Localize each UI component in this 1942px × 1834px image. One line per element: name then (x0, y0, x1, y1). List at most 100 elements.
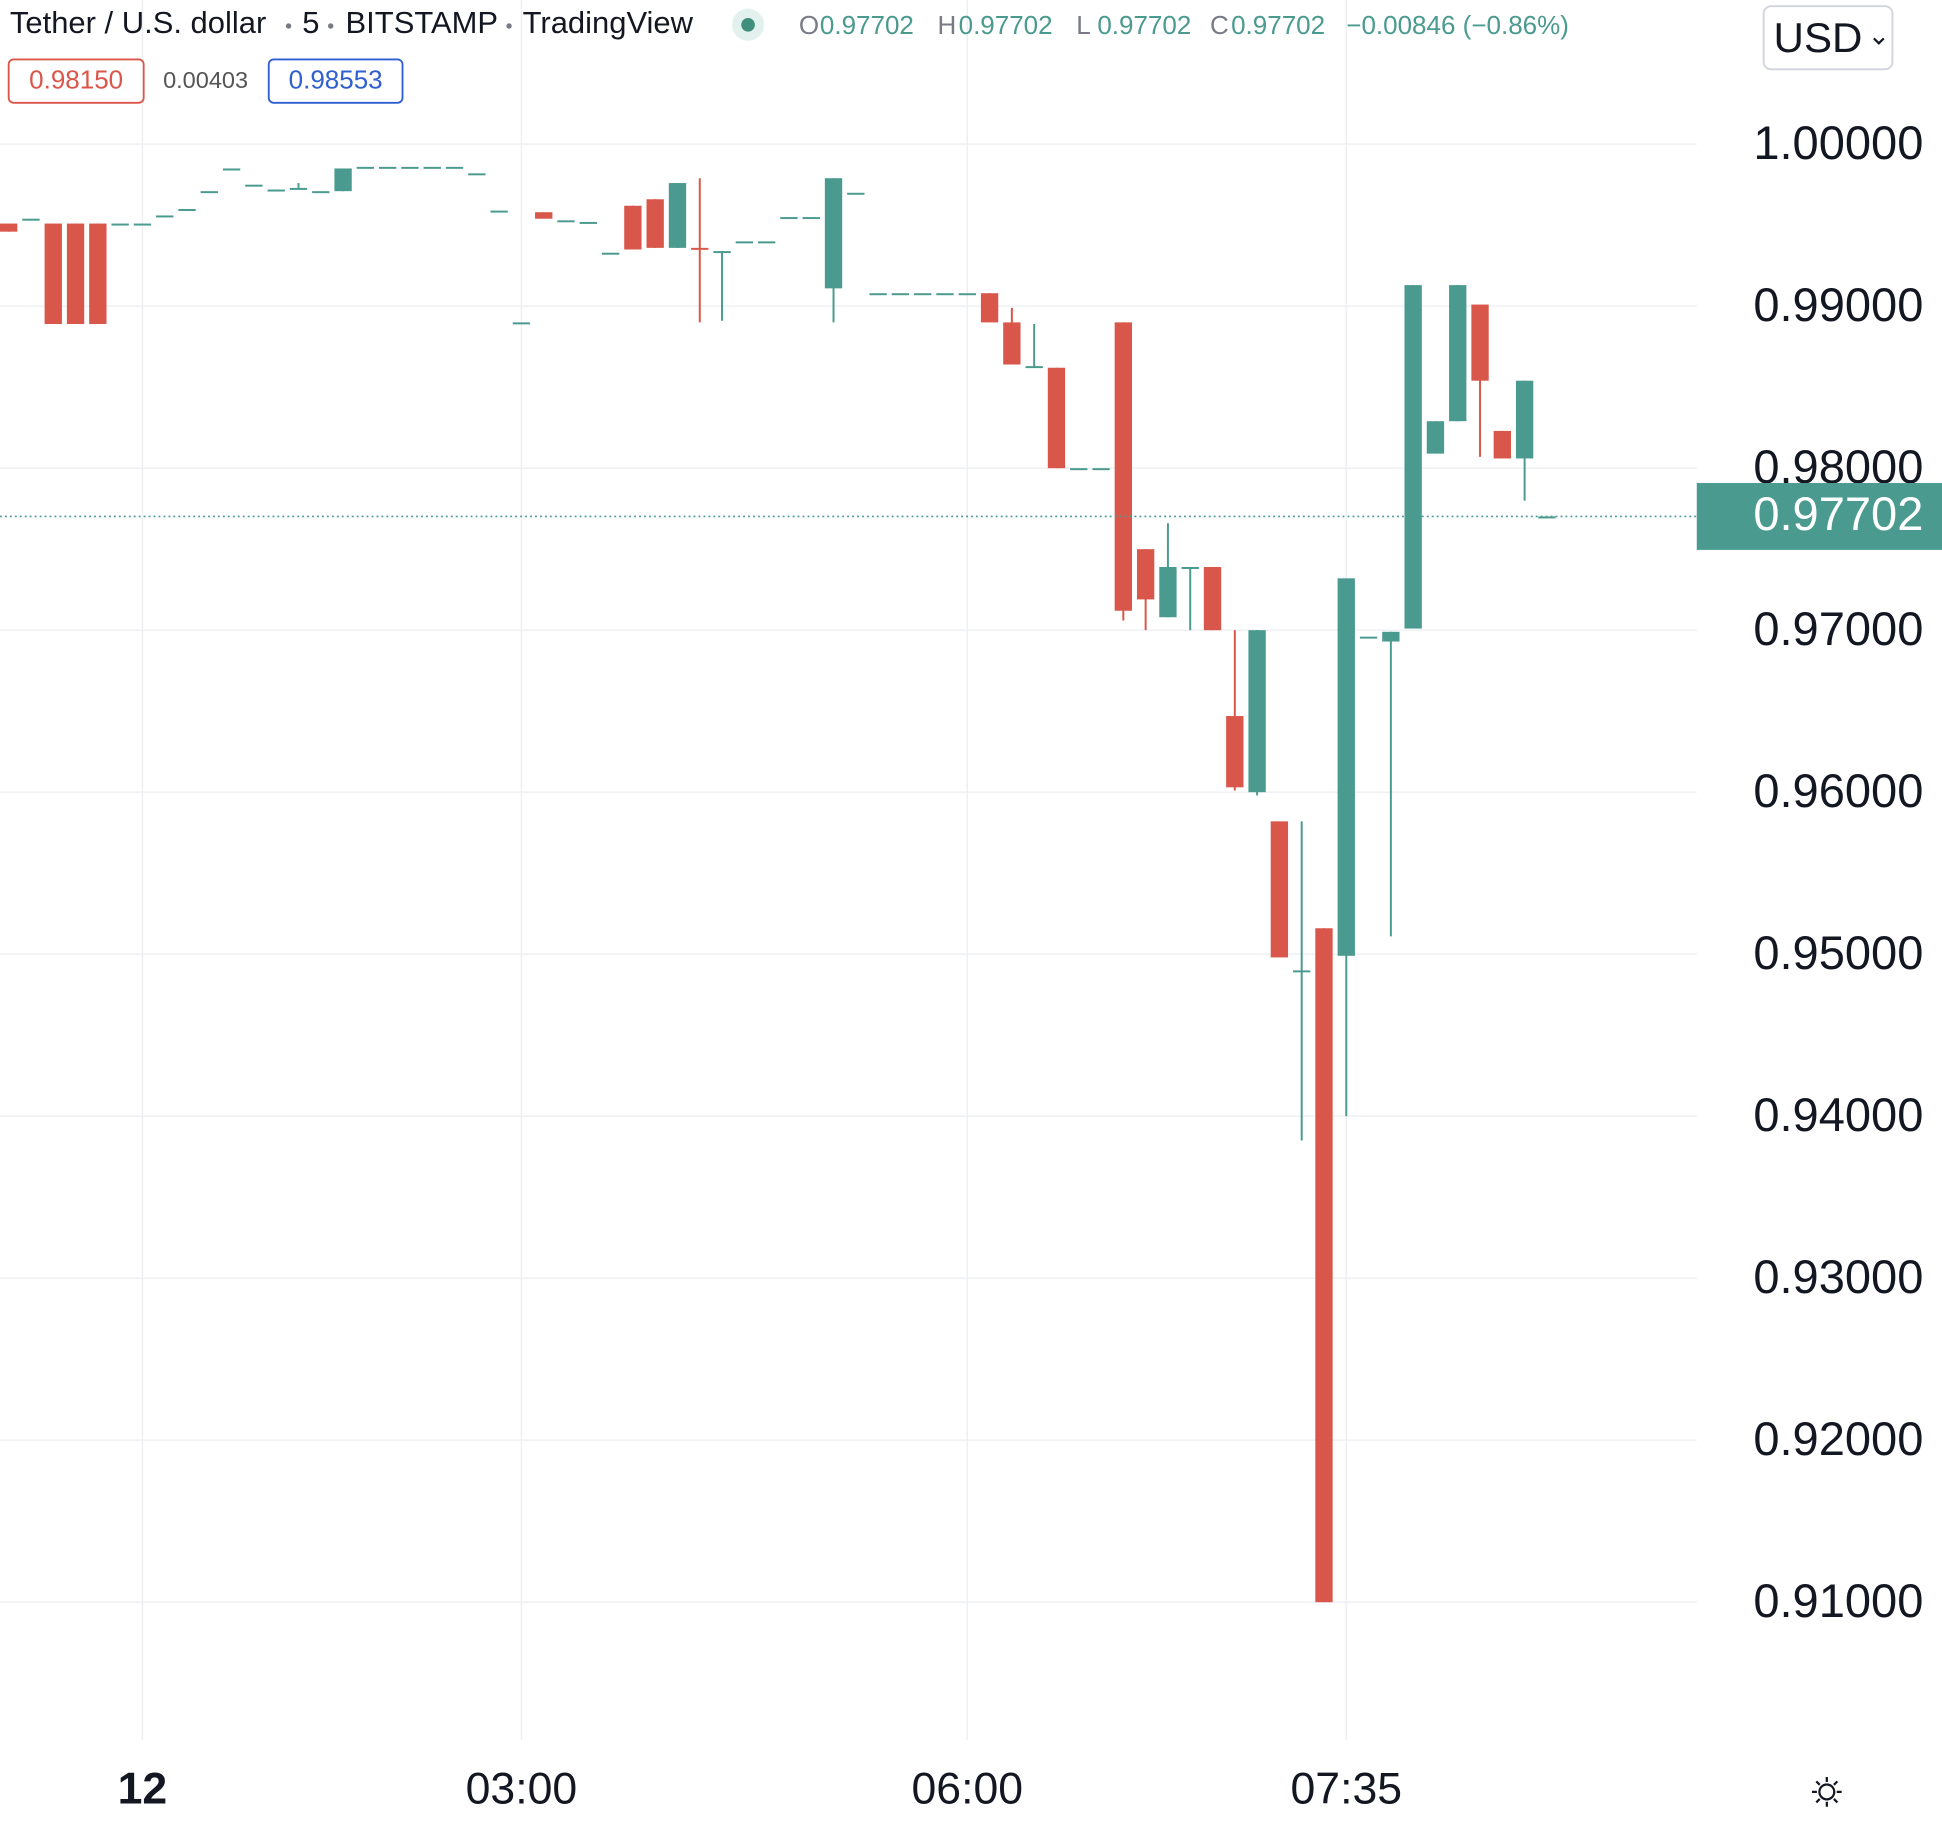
candle-body (490, 210, 508, 213)
candle-body (1270, 821, 1289, 958)
settings-icon[interactable] (1811, 1777, 1842, 1807)
separator (327, 23, 334, 29)
candle-body (1047, 367, 1066, 469)
candle-body (512, 322, 531, 325)
y-tick-label: 0.93000 (1753, 1250, 1923, 1303)
candle-body (312, 191, 330, 194)
change: −0.00846 (−0.86%) (1346, 10, 1569, 40)
candle-body (1025, 366, 1043, 369)
candle-body (200, 191, 218, 194)
candle-body (780, 217, 798, 220)
candle-body (1293, 970, 1311, 973)
settings-icon-core (1818, 1783, 1836, 1801)
ohlc-label: O (799, 10, 819, 40)
candle-body (1248, 630, 1266, 793)
candle-body (1092, 468, 1110, 471)
candle-body (824, 178, 843, 289)
candle-body (847, 192, 865, 195)
candle-body (1515, 380, 1534, 459)
currency[interactable]: USD (1774, 14, 1863, 61)
exchange: BITSTAMP (346, 5, 498, 40)
buy-price[interactable]: 0.98553 (289, 65, 383, 95)
candle-body (178, 208, 196, 211)
candle-body (1003, 322, 1021, 365)
candle-body (958, 293, 976, 296)
candle-body (1181, 567, 1199, 569)
candle-body (735, 241, 754, 244)
candle-body (1203, 567, 1222, 631)
candle-body (1471, 304, 1489, 381)
candle-body (156, 215, 174, 218)
spread: 0.00403 (163, 67, 248, 93)
candle-body (245, 184, 263, 187)
y-tick-label: 0.97000 (1753, 602, 1923, 655)
x-tick-label: 12 (118, 1765, 168, 1814)
currency-chevron (1873, 37, 1885, 45)
candle-body (646, 199, 664, 248)
candle-body (1337, 578, 1355, 956)
candle-body (1159, 567, 1177, 618)
candle-body (891, 293, 910, 296)
candle-body (468, 173, 486, 176)
candle-body (624, 205, 642, 250)
candle-body (356, 166, 375, 169)
ohlc-value: 0.97702 (1097, 10, 1191, 40)
candle-body (1315, 928, 1333, 1603)
sell-price[interactable]: 0.98150 (29, 65, 123, 95)
candle-body (401, 166, 419, 169)
settings-icon-rays (1811, 1777, 1842, 1807)
candle-body (713, 251, 731, 254)
ohlc-label: L (1076, 10, 1090, 40)
y-tick-label: 0.91000 (1753, 1574, 1923, 1627)
ohlc-legend: O 0.97702 H 0.97702 L 0.97702 C 0.97702 (799, 10, 1325, 40)
status-dot (741, 17, 755, 32)
interval: 5 (302, 5, 319, 40)
currency-button[interactable] (1762, 5, 1894, 71)
candle-body (44, 223, 62, 325)
candle-body (1426, 421, 1445, 454)
candle-body (1493, 430, 1511, 459)
candle-body (557, 220, 575, 223)
candle-body (423, 166, 441, 169)
symbol-title: Tether / U.S. dollar (10, 5, 266, 40)
candle-body (222, 168, 241, 171)
candle-body (1226, 716, 1244, 788)
last-price-tag (1696, 483, 1942, 550)
candle-body (1359, 636, 1378, 639)
candle-body (757, 241, 776, 244)
candle-body (1404, 285, 1422, 629)
candle-body (89, 223, 107, 325)
candle-body (980, 293, 999, 323)
sell-box[interactable] (7, 58, 145, 104)
last-price-label: 0.97702 (1753, 487, 1923, 540)
candle-body (668, 183, 687, 248)
candle-body (1449, 285, 1467, 422)
ohlc-label: H (938, 10, 957, 40)
candle-body (66, 223, 85, 325)
candle-body (579, 221, 597, 224)
ohlc-value: 0.97702 (820, 10, 914, 40)
ohlc-value: 0.97702 (1231, 10, 1325, 40)
buy-box[interactable] (267, 58, 404, 104)
candle-body (133, 223, 152, 226)
candle-body (111, 223, 129, 226)
candle-body (378, 166, 397, 169)
candle-body (914, 293, 932, 296)
candle-body (869, 293, 887, 296)
candle-body (1114, 322, 1133, 611)
y-tick-label: 0.96000 (1753, 764, 1923, 817)
candle-body (535, 212, 553, 219)
candle-body (289, 187, 308, 190)
y-tick-label: 0.94000 (1753, 1088, 1923, 1141)
candles (0, 166, 1556, 1603)
ohlc-value: 0.97702 (959, 10, 1053, 40)
candle-body (802, 217, 820, 220)
candle-body (601, 252, 620, 255)
y-tick-label: 1.00000 (1753, 116, 1923, 169)
candle-body (691, 247, 709, 250)
source: TradingView (523, 5, 694, 40)
candle-body (0, 223, 18, 232)
